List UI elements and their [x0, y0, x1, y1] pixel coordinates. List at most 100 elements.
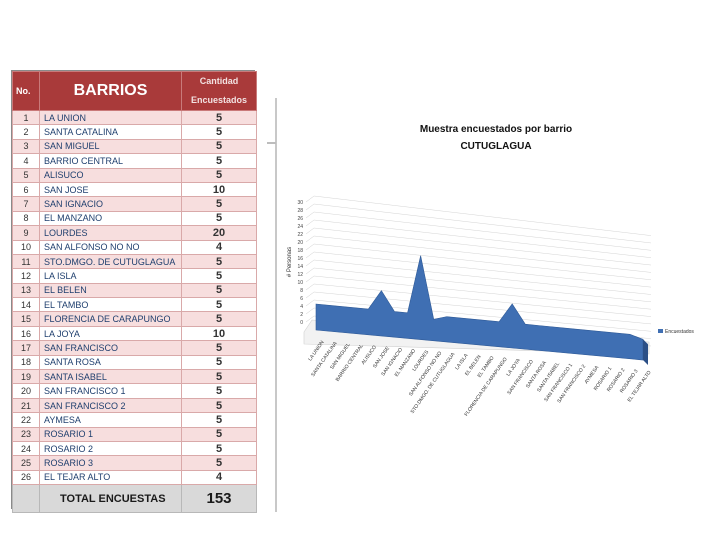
y-tick-label: 10: [297, 280, 303, 286]
row-barrio: SAN ALFONSO NO NO: [39, 239, 182, 255]
row-barrio: SAN FRANCISCO 1: [39, 383, 182, 399]
gridline: [313, 267, 652, 303]
chart-title: Muestra encuestados por barrio: [420, 124, 572, 135]
y-tick-label: 2: [300, 312, 303, 318]
y-tick-label: 22: [297, 232, 303, 238]
row-number: 19: [12, 369, 40, 385]
row-barrio: SAN FRANCISCO: [39, 340, 182, 356]
y-tick-label: 20: [297, 240, 303, 246]
table-row: 26 EL TEJAR ALTO 4: [12, 469, 257, 486]
row-cantidad: 5: [181, 354, 257, 371]
row-number: 18: [12, 354, 40, 371]
row-barrio: LA ISLA: [39, 268, 182, 284]
gridline: [313, 235, 652, 273]
gridline-side: [305, 243, 315, 251]
row-number: 8: [12, 210, 40, 227]
gridline-side: [305, 235, 315, 243]
y-tick-label: 8: [300, 288, 303, 294]
table-row: 16 LA JOYA 10: [12, 325, 257, 342]
row-number: 2: [12, 124, 40, 140]
gridline-side: [305, 203, 315, 211]
row-number: 17: [12, 340, 40, 356]
row-number: 23: [12, 426, 40, 442]
row-barrio: EL TEJAR ALTO: [39, 469, 182, 486]
table-row: 7 SAN IGNACIO 5: [12, 196, 257, 212]
gridline: [313, 251, 652, 288]
row-number: 11: [12, 253, 40, 270]
gridline-side: [305, 211, 315, 219]
row-number: 14: [12, 297, 40, 313]
row-barrio: SANTA ROSA: [39, 354, 182, 371]
row-cantidad: 10: [181, 181, 257, 198]
y-axis-label: # Personas: [287, 247, 293, 277]
row-cantidad: 5: [181, 440, 257, 457]
table-row: 15 FLORENCIA DE CARAPUNGO 5: [12, 311, 257, 327]
gridline: [313, 275, 652, 310]
row-number: 20: [12, 383, 40, 399]
row-barrio: LOURDES: [39, 225, 182, 241]
table-body: 1 LA UNION 5 2 SANTA CATALINA 5 3 SAN MIGUEL 5 4 B…: [12, 109, 257, 514]
gridline: [313, 203, 652, 244]
row-number: 9: [12, 225, 40, 241]
area-chart: Muestra encuestados por barrio CUTUGLAGU…: [287, 124, 694, 418]
row-number: 12: [12, 268, 40, 284]
gridline: [313, 227, 652, 266]
row-barrio: ALISUCO: [39, 167, 182, 183]
total-label: TOTAL ENCUESTAS: [39, 484, 182, 514]
gridline-side: [305, 227, 315, 235]
y-tick-label: 12: [297, 272, 303, 278]
y-tick-label: 28: [297, 208, 303, 214]
gridline-side: [305, 307, 315, 315]
row-cantidad: 20: [181, 225, 257, 241]
y-tick-label: 26: [297, 216, 303, 222]
row-number: 5: [12, 167, 40, 183]
gridline: [313, 211, 652, 251]
table-row: 18 SANTA ROSA 5: [12, 354, 257, 371]
row-cantidad: 5: [181, 196, 257, 212]
gridline: [313, 243, 652, 281]
row-number: 22: [12, 412, 40, 428]
y-tick-label: 18: [297, 248, 303, 254]
row-number: 1: [12, 109, 40, 126]
divider-line: [275, 98, 277, 512]
y-tick-label: 0: [300, 320, 303, 326]
y-tick-label: 30: [297, 200, 303, 206]
table-row: 4 BARRIO CENTRAL 5: [12, 153, 257, 169]
row-number: 7: [12, 196, 40, 212]
table-row: 2 SANTA CATALINA 5: [12, 124, 257, 140]
y-tick-label: 6: [300, 296, 303, 302]
gridline-side: [305, 195, 315, 203]
chart-legend: Encuestados: [658, 329, 694, 335]
gridline: [313, 283, 652, 317]
row-barrio: SAN IGNACIO: [39, 196, 182, 212]
row-barrio: SANTA ISABEL: [39, 369, 182, 385]
row-cantidad: 5: [181, 253, 257, 270]
row-number: 25: [12, 455, 40, 471]
gridline-side: [305, 251, 315, 259]
divider-tick: [267, 142, 276, 144]
gridline: [313, 219, 652, 258]
row-cantidad: 5: [181, 138, 257, 155]
row-number: 6: [12, 181, 40, 198]
gridline-side: [305, 315, 315, 323]
row-cantidad: 4: [181, 239, 257, 255]
gridline-side: [305, 275, 315, 283]
table-row: 14 EL TAMBO 5: [12, 297, 257, 313]
table-row: 13 EL BELEN 5: [12, 282, 257, 299]
gridline-side: [305, 283, 315, 291]
gridline: [313, 291, 652, 325]
area-series: [315, 255, 648, 365]
row-cantidad: 5: [181, 311, 257, 327]
row-cantidad: 5: [181, 153, 257, 169]
row-barrio: ROSARIO 1: [39, 426, 182, 442]
table-row: 6 SAN JOSE 10: [12, 181, 257, 198]
row-barrio: SAN JOSE: [39, 181, 182, 198]
y-tick-label: 4: [300, 304, 303, 310]
row-barrio: BARRIO CENTRAL: [39, 153, 182, 169]
row-cantidad: 10: [181, 325, 257, 342]
row-cantidad: 5: [181, 210, 257, 227]
row-barrio: SANTA CATALINA: [39, 124, 182, 140]
